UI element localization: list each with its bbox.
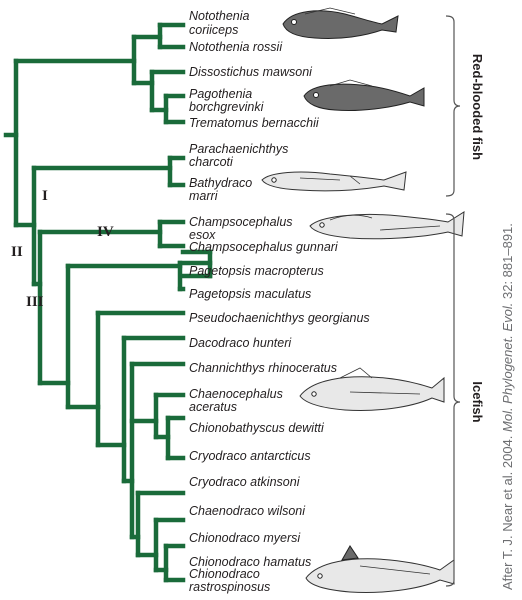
brace-red-blooded bbox=[445, 15, 461, 197]
taxon-label: Chionobathyscus dewitti bbox=[189, 421, 325, 435]
taxon-label: Pseudochaenichthys georgianus bbox=[189, 311, 370, 325]
node-label-i: I bbox=[42, 188, 48, 204]
source-credit: After T. J. Near et al. 2004. Mol. Phylo… bbox=[500, 223, 515, 590]
group-label-icefish: Icefish bbox=[470, 381, 485, 422]
fish-illustration-pagothenia bbox=[303, 79, 425, 111]
taxon-label: Dissostichus mawsoni bbox=[189, 65, 313, 79]
taxon-label: Channichthys rhinoceratus bbox=[189, 361, 337, 375]
fish-illustration-chionodraco bbox=[305, 545, 455, 593]
taxon-label: Pagetopsis maculatus bbox=[189, 287, 311, 301]
taxon-label: Chionodraco hamatus bbox=[189, 555, 311, 569]
taxon-label: Chionodraco myersi bbox=[189, 531, 301, 545]
fish-illustration-champsocephalus bbox=[309, 211, 465, 240]
brace-icefish bbox=[445, 213, 461, 587]
taxon-label: Chaenocephalus aceratus bbox=[189, 387, 283, 414]
taxon-label: Pagetopsis macropterus bbox=[189, 264, 324, 278]
taxon-label: Cryodraco antarcticus bbox=[189, 449, 311, 463]
fish-illustration-bathydraco bbox=[261, 171, 407, 192]
node-label-iv: IV bbox=[97, 224, 114, 240]
taxon-label: Champsocephalus esox bbox=[189, 215, 293, 242]
fish-illustration-chaenocephalus bbox=[299, 367, 445, 411]
taxon-labels: Notothenia coriiceps Notothenia rossii Di… bbox=[189, 9, 370, 594]
taxon-label: Notothenia coriiceps bbox=[189, 9, 250, 37]
group-label-red-blooded: Red-blooded fish bbox=[470, 54, 485, 160]
taxon-label: Notothenia rossii bbox=[189, 40, 283, 54]
taxon-label: Pagothenia borchgrevinki bbox=[189, 87, 265, 114]
node-label-iii: III bbox=[26, 294, 44, 310]
node-label-ii: II bbox=[11, 244, 23, 260]
taxon-label: Parachaenichthys charcoti bbox=[189, 142, 288, 169]
tree-branches bbox=[3, 22, 213, 583]
taxon-label: Champsocephalus gunnari bbox=[189, 240, 339, 254]
taxon-label: Trematomus bernacchii bbox=[189, 116, 320, 130]
taxon-label: Chaenodraco wilsoni bbox=[189, 504, 306, 518]
node-labels: I II III IV bbox=[11, 188, 114, 310]
fish-illustration-notothenia bbox=[282, 7, 399, 39]
taxon-label: Chionodraco rastrospinosus bbox=[189, 567, 270, 594]
taxon-label: Bathydraco marri bbox=[189, 176, 252, 203]
taxon-label: Dacodraco hunteri bbox=[189, 336, 292, 350]
taxon-label: Cryodraco atkinsoni bbox=[189, 475, 301, 489]
